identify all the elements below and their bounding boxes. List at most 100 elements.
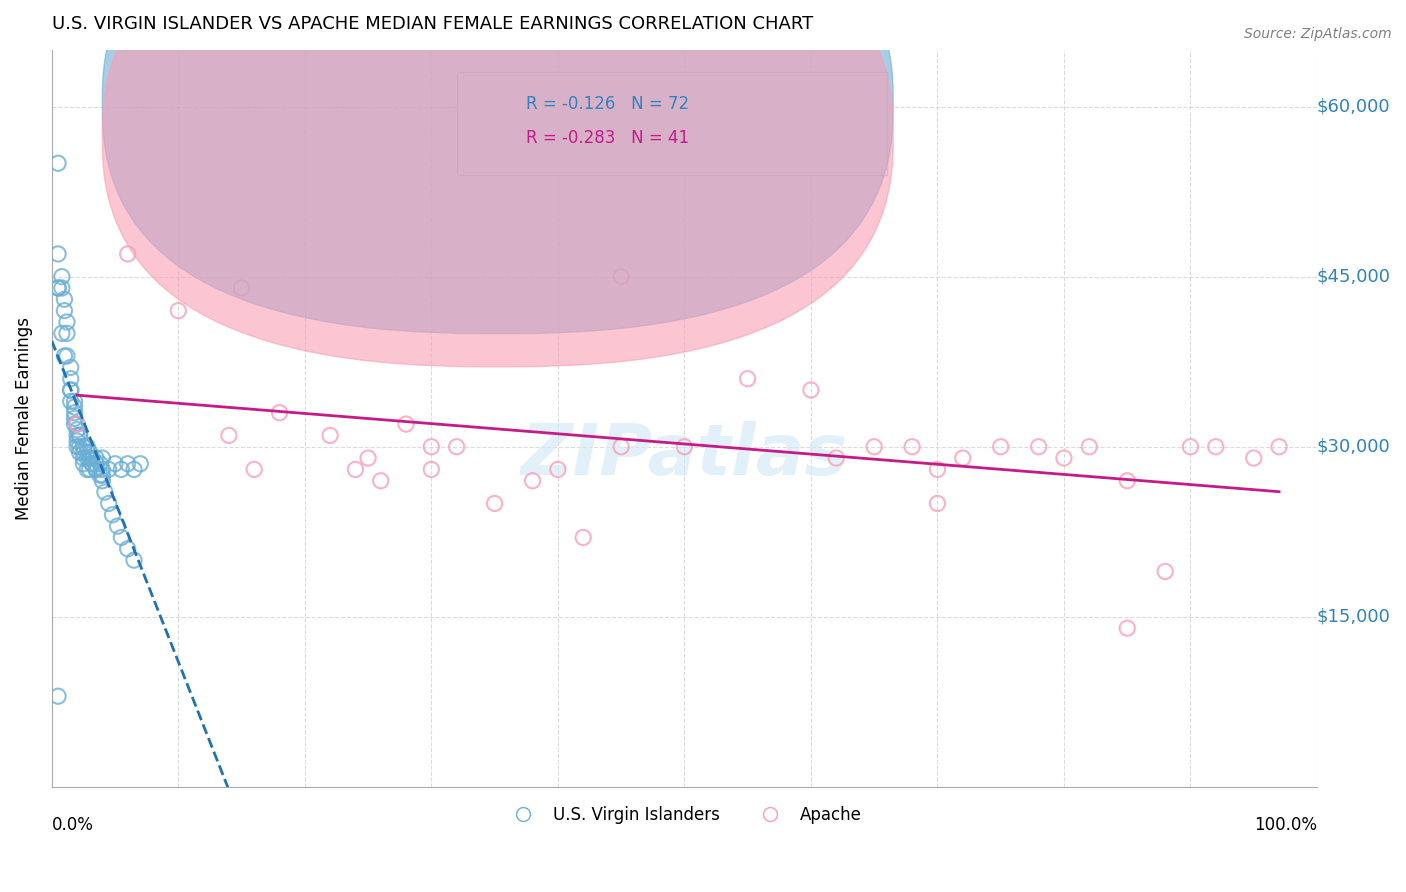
Point	[66, 417, 89, 431]
Point	[522, 474, 544, 488]
Point	[110, 462, 132, 476]
Point	[1154, 565, 1177, 579]
Point	[53, 303, 76, 318]
Point	[395, 417, 418, 431]
Point	[72, 445, 94, 459]
Point	[59, 383, 82, 397]
Point	[1116, 621, 1139, 635]
Point	[79, 445, 101, 459]
Point	[572, 531, 595, 545]
Text: $30,000: $30,000	[1317, 438, 1391, 456]
Point	[446, 440, 468, 454]
Point	[104, 457, 127, 471]
Point	[56, 326, 79, 341]
Point	[863, 440, 886, 454]
Point	[1078, 440, 1101, 454]
Point	[79, 451, 101, 466]
Point	[420, 462, 443, 476]
Point	[76, 440, 98, 454]
Point	[269, 406, 291, 420]
Point	[69, 445, 91, 459]
Point	[1243, 451, 1265, 466]
Point	[737, 372, 759, 386]
Point	[484, 496, 506, 510]
Point	[84, 451, 107, 466]
Point	[825, 451, 848, 466]
Point	[91, 462, 114, 476]
Point	[59, 383, 82, 397]
FancyBboxPatch shape	[103, 0, 893, 334]
Point	[610, 269, 633, 284]
Point	[91, 451, 114, 466]
Point	[94, 485, 117, 500]
Point	[66, 428, 89, 442]
Point	[59, 394, 82, 409]
Point	[51, 269, 73, 284]
FancyBboxPatch shape	[103, 0, 893, 367]
Legend: U.S. Virgin Islanders, Apache: U.S. Virgin Islanders, Apache	[501, 799, 869, 830]
Point	[218, 428, 240, 442]
FancyBboxPatch shape	[457, 72, 887, 175]
Point	[59, 360, 82, 375]
Point	[69, 428, 91, 442]
Point	[1028, 440, 1050, 454]
Point	[84, 462, 107, 476]
Point	[97, 462, 120, 476]
Point	[84, 457, 107, 471]
Point	[69, 428, 91, 442]
Point	[1053, 451, 1076, 466]
Point	[82, 457, 104, 471]
Point	[63, 417, 86, 431]
Point	[420, 440, 443, 454]
Text: 100.0%: 100.0%	[1254, 816, 1317, 834]
Point	[46, 156, 69, 170]
Text: R = -0.283   N = 41: R = -0.283 N = 41	[526, 128, 689, 146]
Point	[46, 281, 69, 295]
Point	[46, 690, 69, 704]
Point	[76, 462, 98, 476]
Point	[800, 383, 823, 397]
Point	[76, 445, 98, 459]
Point	[110, 531, 132, 545]
Point	[122, 462, 145, 476]
Point	[63, 411, 86, 425]
Point	[1205, 440, 1227, 454]
Point	[46, 281, 69, 295]
Point	[117, 457, 139, 471]
Point	[79, 462, 101, 476]
Text: 0.0%: 0.0%	[52, 816, 94, 834]
Point	[91, 468, 114, 483]
Point	[63, 394, 86, 409]
Text: $15,000: $15,000	[1317, 607, 1391, 626]
Point	[89, 468, 111, 483]
Point	[122, 553, 145, 567]
Point	[53, 293, 76, 307]
Point	[927, 462, 949, 476]
Point	[51, 281, 73, 295]
Point	[101, 508, 124, 522]
Point	[117, 247, 139, 261]
Text: $60,000: $60,000	[1317, 97, 1391, 116]
Point	[66, 434, 89, 448]
Point	[56, 315, 79, 329]
Point	[1116, 474, 1139, 488]
Text: U.S. VIRGIN ISLANDER VS APACHE MEDIAN FEMALE EARNINGS CORRELATION CHART: U.S. VIRGIN ISLANDER VS APACHE MEDIAN FE…	[52, 15, 813, 33]
Point	[79, 451, 101, 466]
Point	[82, 457, 104, 471]
Point	[63, 400, 86, 414]
Text: R = -0.126   N = 72: R = -0.126 N = 72	[526, 95, 689, 112]
Point	[76, 451, 98, 466]
Point	[63, 406, 86, 420]
Point	[927, 496, 949, 510]
Point	[117, 541, 139, 556]
Point	[610, 440, 633, 454]
Point	[59, 372, 82, 386]
Point	[952, 451, 974, 466]
Point	[167, 303, 190, 318]
Point	[82, 451, 104, 466]
Point	[319, 428, 342, 442]
Point	[344, 462, 367, 476]
Text: Source: ZipAtlas.com: Source: ZipAtlas.com	[1244, 27, 1392, 41]
Point	[51, 326, 73, 341]
Point	[72, 457, 94, 471]
